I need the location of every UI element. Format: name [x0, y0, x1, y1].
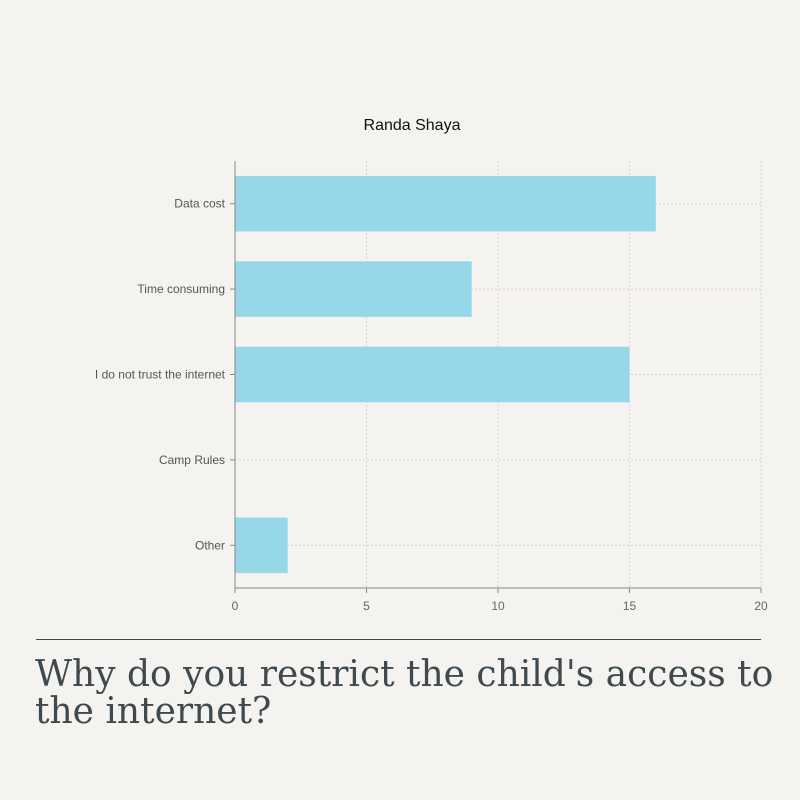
x-tick-label: 0 [232, 599, 239, 613]
bar-data-cost [235, 175, 656, 232]
bar-time-consuming [235, 261, 472, 317]
bar-other [235, 517, 288, 574]
bar-i-do-not-trust-the-internet [235, 346, 630, 403]
y-tick-label: I do not trust the internet [95, 368, 226, 382]
x-tick-label: 5 [363, 599, 370, 613]
bar-chart: Randa Shaya Data cost Time consuming I do … [95, 117, 768, 613]
chart-title: Randa Shaya [364, 117, 461, 134]
x-tick-label: 10 [491, 599, 505, 613]
y-tick-label: Time consuming [137, 282, 225, 296]
y-tick-label: Data cost [174, 197, 225, 211]
axis-labels: Data cost Time consuming I do not trust th… [95, 197, 768, 613]
x-tick-label: 15 [623, 599, 637, 613]
divider [36, 639, 761, 640]
question-heading: Why do you restrict the child's access t… [35, 654, 774, 732]
y-tick-label: Camp Rules [159, 453, 225, 467]
y-tick-label: Other [195, 538, 225, 552]
x-tick-label: 20 [754, 599, 768, 613]
bar-series [235, 175, 656, 574]
axes [230, 161, 762, 593]
